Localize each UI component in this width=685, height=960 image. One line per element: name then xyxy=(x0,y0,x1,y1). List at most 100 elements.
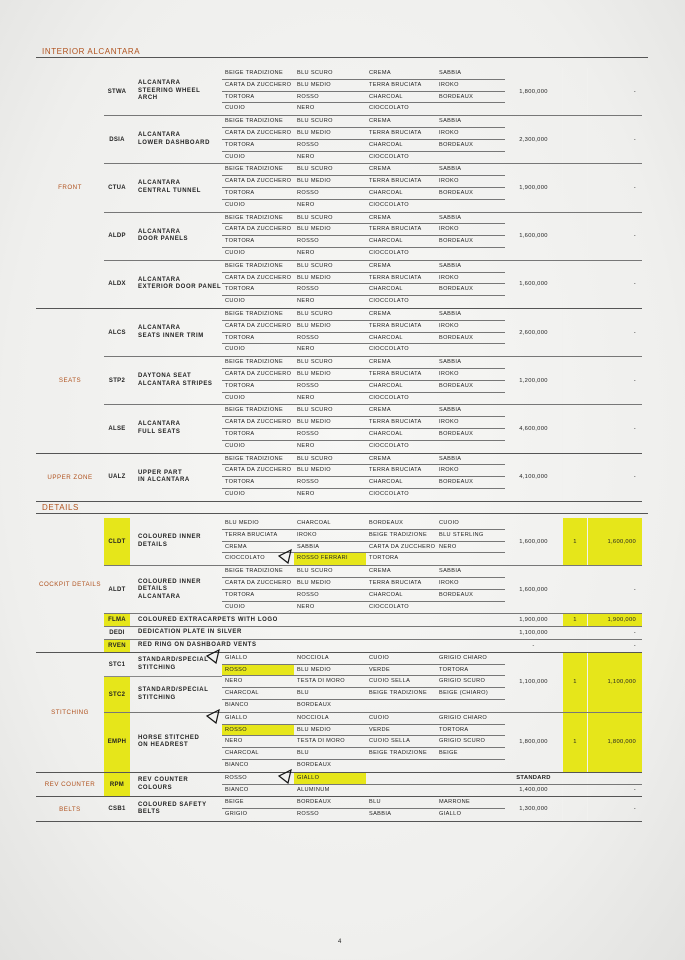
colour-option: TORTORA xyxy=(225,189,255,196)
colour-option xyxy=(436,344,505,356)
unit-price: 2,300,000 xyxy=(519,136,548,143)
option-entry: STC1 STANDARD/SPECIAL STITCHING xyxy=(104,653,222,677)
option-code: RVEN xyxy=(104,639,130,652)
unit-price: 4,100,000 xyxy=(519,474,548,481)
colour-option: GIALLO xyxy=(277,768,366,784)
colour-option: BLU MEDIO xyxy=(297,129,331,136)
option-description: REV COUNTER COLOURS xyxy=(138,777,189,791)
colour-option: CHARCOAL xyxy=(369,286,403,293)
colour-options: BEIGE TRADIZIONE BLU SCURO CREMA SABBIA CART… xyxy=(222,213,505,260)
group-items: CLDT COLOURED INNER DETAILS BLU MEDIO CHARC… xyxy=(104,518,642,652)
colour-option: ROSSO xyxy=(297,238,319,245)
colour-option: CREMA xyxy=(369,568,391,575)
colour-option: NOCCIOLA xyxy=(297,654,330,661)
colour-row: BEIGE TRADIZIONE BLU SCURO CREMA SABBIA xyxy=(222,116,505,128)
colour-option: BORDEAUX xyxy=(439,382,474,389)
line-total: 1,100,000 xyxy=(587,652,642,712)
colour-option: CUOIO SELLA xyxy=(369,738,411,745)
colour-row: CARTA DA ZUCCHERO BLU MEDIO TERRA BRUCIATA… xyxy=(222,80,505,92)
colour-option: CHARCOAL xyxy=(369,93,403,100)
colour-option: TORTORA xyxy=(225,286,255,293)
quantity xyxy=(562,260,587,308)
colour-option xyxy=(436,441,505,453)
option-entries: ALCS ALCANTARA SEATS INNER TRIM xyxy=(104,309,222,356)
option-description: ALCANTARA FULL SEATS xyxy=(138,421,181,435)
colour-option: BLU MEDIO xyxy=(297,178,331,185)
quantity xyxy=(562,308,587,357)
colour-option: VERDE xyxy=(369,726,391,733)
quantity xyxy=(562,212,587,260)
group-label: SEATS xyxy=(58,377,82,385)
option-entries: CLDT COLOURED INNER DETAILS xyxy=(104,518,222,566)
colour-option: CARTA DA ZUCCHERO xyxy=(225,419,292,426)
colour-option: GRIGIO SCURO xyxy=(439,738,486,745)
line-total: - xyxy=(587,164,642,212)
colour-row: TORTORA ROSSO CHARCOAL BORDEAUX xyxy=(222,188,505,200)
colour-option: BEIGE TRADIZIONE xyxy=(225,166,284,173)
colour-option xyxy=(436,760,505,772)
details-table: COCKPIT DETAILS CLDT COLOURED INNER DETAIL… xyxy=(36,518,642,822)
unit-price: 1,600,000 xyxy=(519,586,548,593)
line-total: - xyxy=(587,68,642,116)
colour-row: CARTA DA ZUCCHERO BLU MEDIO TERRA BRUCIATA… xyxy=(222,321,505,333)
colour-option: BLU STERLING xyxy=(439,531,484,538)
colour-option: BLU SCURO xyxy=(297,214,333,221)
colour-row: CUOIO NERO CIOCCOLATO xyxy=(222,393,505,405)
colour-option: CARTA DA ZUCCHERO xyxy=(225,129,292,136)
colour-option: BEIGE TRADIZIONE xyxy=(225,118,284,125)
price-columns: 1,600,000 - xyxy=(505,566,642,614)
line-total: - xyxy=(587,260,642,308)
colour-option: CUOIO xyxy=(225,153,246,160)
price-columns: 1,100,000 - xyxy=(505,627,642,639)
colour-option: BORDEAUX xyxy=(439,141,474,148)
colour-row: CUOIO NERO CIOCCOLATO xyxy=(222,103,505,115)
colour-option: BLU SCURO xyxy=(297,70,333,76)
colour-row: CARTA DA ZUCCHERO BLU MEDIO TERRA BRUCIATA… xyxy=(222,417,505,429)
quantity xyxy=(562,772,587,784)
colour-option: TERRA BRUCIATA xyxy=(369,419,422,426)
option-code: STP2 xyxy=(108,377,126,384)
colour-option: BLU MEDIO xyxy=(297,370,331,377)
colour-option: TERRA BRUCIATA xyxy=(369,370,422,377)
colour-option: BORDEAUX xyxy=(439,479,474,486)
unit-price: 1,300,000 xyxy=(519,806,548,813)
line-total: - xyxy=(587,797,642,821)
option-row: ALDT COLOURED INNER DETAILS ALCANTARA BEIG… xyxy=(104,565,642,614)
colour-option: IROKO xyxy=(439,419,459,426)
colour-row: BEIGE TRADIZIONE BLU SCURO CREMA SABBIA xyxy=(222,213,505,225)
colour-row: CIOCCOLATO ROSSO FERRARI TORTORA xyxy=(222,549,505,566)
option-row: STP2 DAYTONA SEAT ALCANTARA STRIPES BEIGE … xyxy=(104,356,642,405)
group-label: BELTS xyxy=(59,805,81,813)
line-total: - xyxy=(587,308,642,357)
colour-option: CREMA xyxy=(369,455,391,462)
option-entry: STWA ALCANTARA STEERING WHEEL ARCH xyxy=(104,68,222,115)
colour-option: BEIGE (CHIARO) xyxy=(439,690,489,697)
colour-option: CARTA DA ZUCCHERO xyxy=(225,178,292,185)
group-rev-counter: REV COUNTER RPM REV COUNTER COLOURS ROSSO GI… xyxy=(36,768,642,798)
option-description: ALCANTARA STEERING WHEEL ARCH xyxy=(138,80,201,102)
option-description: STANDARD/SPECIAL STITCHING xyxy=(138,657,209,671)
option-description: STANDARD/SPECIAL STITCHING xyxy=(138,687,209,701)
colour-option: NERO xyxy=(297,105,315,112)
option-code: STC1 xyxy=(108,661,126,668)
colour-row: TORTORA ROSSO CHARCOAL BORDEAUX xyxy=(222,236,505,248)
colour-options: BEIGE TRADIZIONE BLU SCURO CREMA SABBIA CART… xyxy=(222,309,505,356)
option-entry: ALSE ALCANTARA FULL SEATS xyxy=(104,405,222,452)
unit-price: 1,900,000 xyxy=(519,617,548,624)
option-entries: FLMA COLOURED EXTRACARPETS WITH LOGO xyxy=(104,614,505,627)
colour-option: BEIGE TRADIZIONE xyxy=(225,310,284,317)
group-items: RPM REV COUNTER COLOURS ROSSO GIALLO BIANCO A… xyxy=(104,768,642,797)
section-title-details: DETAILS xyxy=(36,503,648,514)
price-rows: STANDARD 1,400,000 - xyxy=(505,772,642,797)
price-columns: 1,600,000 1 1,600,000 xyxy=(505,518,642,566)
interior-alcantara-table: FRONT STWA ALCANTARA STEERING WHEEL ARCH BE… xyxy=(36,68,642,502)
colour-option: SABBIA xyxy=(439,568,462,575)
option-row: CLDT COLOURED INNER DETAILS BLU MEDIO CHARC… xyxy=(104,518,642,566)
option-row: CTUA ALCANTARA CENTRAL TUNNEL BEIGE TRADIZ… xyxy=(104,163,642,212)
colour-option: CHARCOAL xyxy=(297,520,331,526)
price-columns: 2,300,000 - xyxy=(505,116,642,164)
colour-row: BEIGE TRADIZIONE BLU SCURO CREMA SABBIA xyxy=(222,405,505,418)
colour-row: BIANCO ALUMINUM xyxy=(222,785,505,797)
option-row: DEDI DEDICATION PLATE IN SILVER 1,100,000 - xyxy=(104,626,642,639)
colour-option: CHARCOAL xyxy=(369,238,403,245)
